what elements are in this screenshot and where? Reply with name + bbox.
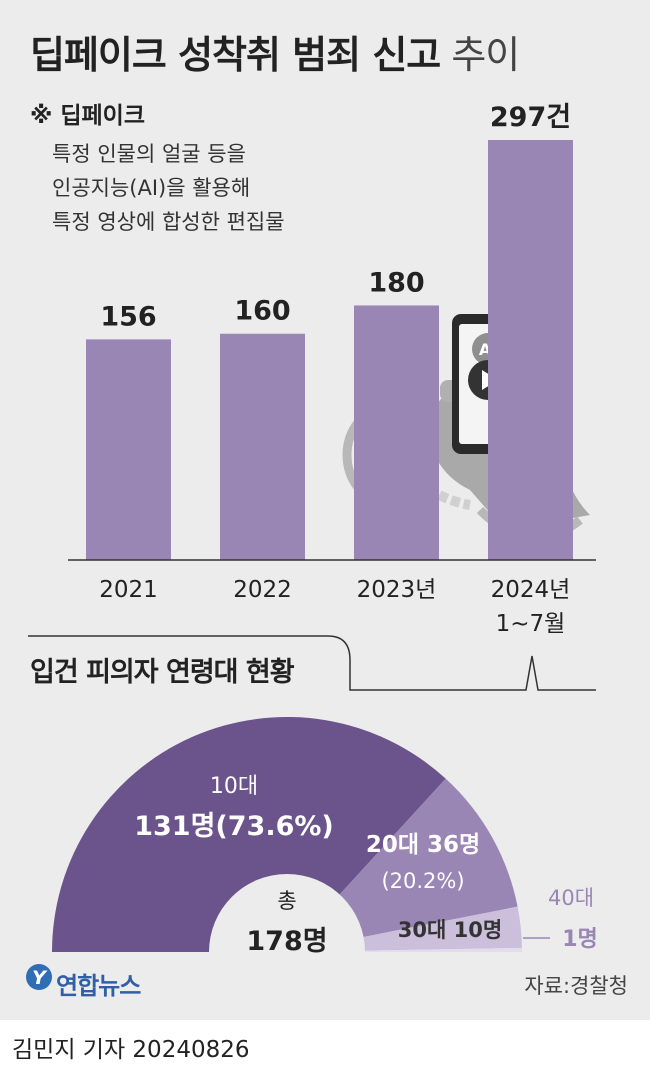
note-line-2: 인공지능(AI)을 활용해 [52,176,251,200]
title-bold: 딥페이크 성착취 범죄 신고 [30,33,441,77]
pie-label-20s-pct: (20.2%) [381,869,464,893]
yonhap-logo-text: 연합뉴스 [56,972,141,1000]
pie-labels: 10대 131명(73.6%) 20대 36명 (20.2%) 30대 10명 40대 1명… [134,774,598,957]
bar-category-label-1-0: 2022 [233,577,292,603]
bar-1 [220,333,305,560]
bar-category-label-3-0: 2024년 [491,577,571,603]
pie-total-value: 178명 [246,926,327,957]
pie-label-30s: 30대 10명 [398,918,502,942]
bar-category-label-3-1: 1~7월 [496,611,566,637]
bar-category-labels: 2021 2022 2023년 2024년 1~7월 [99,577,570,637]
pie-label-40s-value: 1명 [562,927,598,952]
pie-label-20s-value: 20대 36명 [366,832,480,858]
bar-value-labels: 156 160 180 297건 [100,102,571,332]
page-title: 딥페이크 성착취 범죄 신고 추이 [30,24,520,79]
title-light: 추이 [440,33,520,77]
note-line-3: 특정 영상에 합성한 편집물 [52,210,285,234]
bar-3 [488,140,573,560]
bar-value-label-0: 156 [100,301,156,332]
infographic-card: 딥페이크 성착취 범죄 신고 추이 ※ 딥페이크 특정 인물의 얼굴 등을 인공… [0,0,650,1020]
pie-slice-0 [52,716,446,952]
byline: 김민지 기자 20240826 [12,1037,250,1063]
note-heading: ※ 딥페이크 [30,103,146,129]
bar-value-label-3: 297건 [490,102,571,133]
donut-hole [209,874,365,1020]
pie-label-10s-value: 131명(73.6%) [134,811,334,842]
bar-value-label-2: 180 [368,267,424,298]
pie-label-40s-age: 40대 [548,886,594,910]
bar-series [86,140,573,560]
pie-label-10s-age: 10대 [210,774,258,799]
yonhap-logo-icon: Y [24,962,54,996]
age-section-title: 입건 피의자 연령대 현황 [30,657,295,688]
bar-2 [354,305,439,560]
svg-text:Y: Y [32,967,48,989]
bar-category-label-0-0: 2021 [99,577,158,603]
bar-category-label-2-0: 2023년 [357,577,437,603]
bar-0 [86,339,171,560]
bar-value-label-1: 160 [234,296,290,327]
pie-total-label: 총 [277,889,296,913]
note-line-1: 특정 인물의 얼굴 등을 [52,142,246,166]
section-divider [28,635,596,691]
source-note: 자료:경찰청 [524,974,628,998]
